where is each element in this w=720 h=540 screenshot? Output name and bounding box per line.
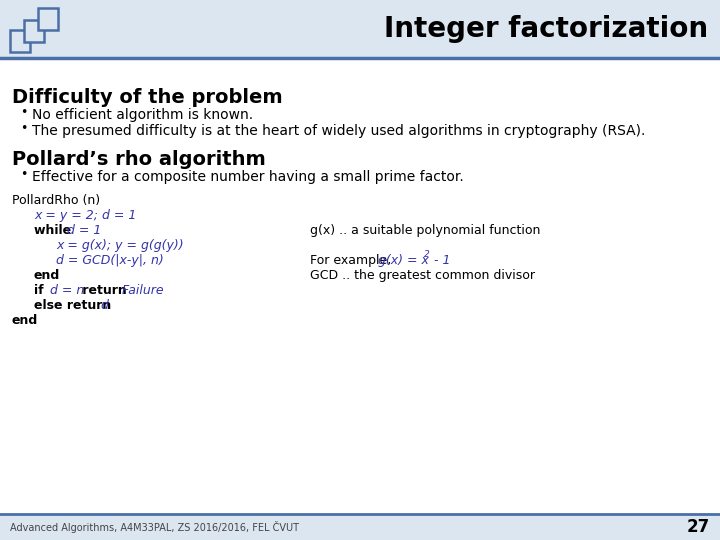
Text: Difficulty of the problem: Difficulty of the problem bbox=[12, 88, 283, 107]
Text: The presumed difficulty is at the heart of widely used algorithms in cryptograph: The presumed difficulty is at the heart … bbox=[32, 124, 645, 138]
Text: d = GCD(|x-y|, n): d = GCD(|x-y|, n) bbox=[56, 254, 163, 267]
Text: x = g(x); y = g(g(y)): x = g(x); y = g(g(y)) bbox=[56, 239, 184, 252]
Text: Advanced Algorithms, A4M33PAL, ZS 2016/2016, FEL ČVUT: Advanced Algorithms, A4M33PAL, ZS 2016/2… bbox=[10, 521, 299, 533]
Text: Failure: Failure bbox=[122, 284, 165, 297]
Bar bbox=[38, 8, 58, 30]
Text: while: while bbox=[34, 224, 76, 237]
Text: •: • bbox=[20, 122, 27, 135]
Text: •: • bbox=[20, 168, 27, 181]
Text: For example,: For example, bbox=[310, 254, 395, 267]
Bar bbox=[0, 514, 720, 540]
Text: - 1: - 1 bbox=[430, 254, 451, 267]
Text: g(x) .. a suitable polynomial function: g(x) .. a suitable polynomial function bbox=[310, 224, 541, 237]
Text: d: d bbox=[100, 299, 108, 312]
Text: else return: else return bbox=[34, 299, 116, 312]
Text: return: return bbox=[78, 284, 131, 297]
Text: No efficient algorithm is known.: No efficient algorithm is known. bbox=[32, 108, 253, 122]
Text: end: end bbox=[34, 269, 60, 282]
Bar bbox=[10, 30, 30, 52]
Text: if: if bbox=[34, 284, 48, 297]
Text: g(x) = x: g(x) = x bbox=[378, 254, 429, 267]
Bar bbox=[24, 20, 44, 42]
Text: d = 1: d = 1 bbox=[67, 224, 102, 237]
Text: Integer factorization: Integer factorization bbox=[384, 15, 708, 43]
Text: d = n: d = n bbox=[50, 284, 85, 297]
Text: end: end bbox=[12, 314, 38, 327]
Text: GCD .. the greatest common divisor: GCD .. the greatest common divisor bbox=[310, 269, 535, 282]
Text: PollardRho (n): PollardRho (n) bbox=[12, 194, 100, 207]
Text: Pollard’s rho algorithm: Pollard’s rho algorithm bbox=[12, 150, 266, 169]
Text: x = y = 2; d = 1: x = y = 2; d = 1 bbox=[34, 209, 136, 222]
Text: Effective for a composite number having a small prime factor.: Effective for a composite number having … bbox=[32, 170, 464, 184]
Text: 27: 27 bbox=[687, 518, 710, 536]
Text: 2: 2 bbox=[424, 250, 430, 259]
Text: •: • bbox=[20, 106, 27, 119]
Bar bbox=[0, 0, 720, 58]
